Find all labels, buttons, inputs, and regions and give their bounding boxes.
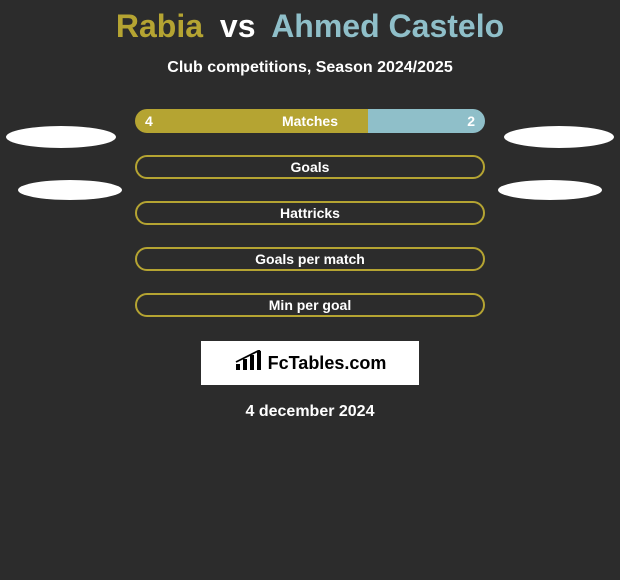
stat-bar: Goals per match <box>135 247 485 271</box>
stat-label: Goals <box>137 157 483 177</box>
stat-bar: Goals <box>135 155 485 179</box>
title-vs: vs <box>220 8 256 44</box>
stat-bar: Hattricks <box>135 201 485 225</box>
title-player1: Rabia <box>116 8 203 44</box>
stat-label: Goals per match <box>137 249 483 269</box>
stat-left-value: 4 <box>135 109 163 133</box>
title-player2: Ahmed Castelo <box>271 8 504 44</box>
stat-label: Hattricks <box>137 203 483 223</box>
stat-bar: Min per goal <box>135 293 485 317</box>
comparison-infographic: Rabia vs Ahmed Castelo Club competitions… <box>0 0 620 421</box>
logo-text: FcTables.com <box>268 353 387 374</box>
player1-photo-placeholder-1 <box>6 126 116 148</box>
stat-label: Min per goal <box>137 295 483 315</box>
stat-row: Hattricks <box>0 201 620 225</box>
stat-row: Goals per match <box>0 247 620 271</box>
stat-label: Matches <box>135 109 485 133</box>
date-text: 4 december 2024 <box>246 403 375 421</box>
stat-row: Goals <box>0 155 620 179</box>
player2-photo-placeholder-2 <box>498 180 602 200</box>
stat-row: Min per goal <box>0 293 620 317</box>
bar-chart-icon <box>234 350 262 377</box>
stat-right-value: 2 <box>457 109 485 133</box>
subtitle: Club competitions, Season 2024/2025 <box>167 59 452 77</box>
player2-photo-placeholder-1 <box>504 126 614 148</box>
logo-box: FcTables.com <box>201 341 419 385</box>
title: Rabia vs Ahmed Castelo <box>116 8 504 45</box>
stat-bar: 4 2Matches <box>135 109 485 133</box>
player1-photo-placeholder-2 <box>18 180 122 200</box>
